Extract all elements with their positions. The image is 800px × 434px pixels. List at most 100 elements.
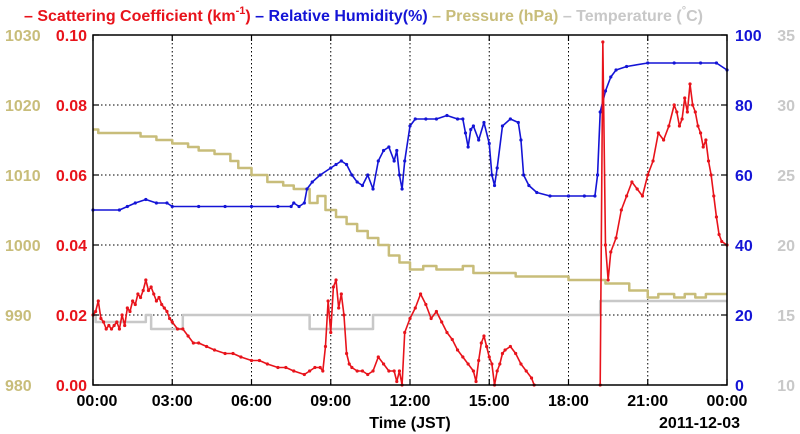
series-line-scattering: [92, 279, 535, 386]
data-point-scattering: [667, 124, 671, 128]
data-point-humidity: [297, 204, 301, 209]
data-point-humidity: [521, 173, 526, 177]
data-point-scattering: [154, 299, 158, 303]
data-point-scattering: [490, 362, 494, 366]
data-point-scattering: [133, 302, 137, 307]
data-point-scattering: [392, 369, 396, 373]
data-point-scattering: [337, 306, 341, 310]
data-point-humidity: [339, 159, 343, 163]
data-point-humidity: [698, 61, 703, 65]
data-point-humidity: [598, 110, 602, 114]
data-point-scattering: [109, 327, 114, 331]
data-point-scattering: [677, 124, 682, 128]
x-tick-label: 00:00: [707, 393, 748, 410]
data-point-humidity: [371, 187, 375, 191]
data-point-humidity: [614, 68, 618, 72]
series-humidity: [91, 61, 729, 212]
data-point-scattering: [123, 323, 127, 328]
data-point-humidity: [289, 204, 293, 209]
data-point-humidity: [490, 173, 494, 177]
data-point-scattering: [376, 355, 380, 359]
temperature-axis: 35 30 25 20 15 10: [777, 28, 795, 395]
data-point-scattering: [609, 250, 613, 254]
legend-line: – Scattering Coefficient (km-1) – Relati…: [24, 5, 703, 25]
scattering-axis: 0.10 0.08 0.06 0.04 0.02 0.00: [56, 28, 99, 395]
data-point-scattering: [231, 351, 235, 356]
data-point-scattering: [685, 110, 689, 114]
data-point-scattering: [524, 369, 528, 373]
data-point-humidity: [603, 89, 608, 93]
data-point-humidity: [492, 183, 497, 188]
data-point-scattering: [149, 285, 153, 289]
data-point-scattering: [498, 362, 502, 366]
data-point-humidity: [318, 173, 322, 177]
data-point-humidity: [392, 159, 396, 163]
data-point-humidity: [125, 204, 129, 209]
data-point-humidity: [381, 148, 386, 153]
data-point-humidity: [495, 166, 499, 170]
series-line-scattering: [599, 41, 728, 386]
data-point-scattering: [136, 292, 140, 296]
data-point-scattering: [445, 330, 449, 335]
data-point-scattering: [257, 358, 262, 363]
data-point-scattering: [477, 358, 481, 363]
data-point-humidity: [154, 201, 158, 205]
data-point-scattering: [651, 159, 655, 163]
data-point-scattering: [326, 299, 330, 303]
data-point-scattering: [94, 309, 98, 314]
data-point-humidity: [471, 124, 475, 128]
data-point-scattering: [693, 110, 697, 114]
data-point-scattering: [640, 194, 645, 198]
y-tick-label-temperature: 25: [777, 168, 795, 185]
data-point-scattering: [424, 302, 428, 307]
data-point-humidity: [366, 173, 370, 177]
data-point-scattering: [308, 369, 312, 373]
data-point-scattering: [680, 117, 684, 121]
data-point-scattering: [696, 124, 700, 128]
data-point-humidity: [582, 194, 586, 198]
data-point-scattering: [672, 103, 676, 107]
data-point-humidity: [593, 194, 597, 198]
data-point-humidity: [625, 64, 629, 69]
data-point-scattering: [675, 110, 679, 114]
data-point-humidity: [466, 145, 470, 149]
legend-entry-3: – Temperature (: [558, 8, 682, 25]
y-tick-label-pressure: 980: [5, 378, 32, 395]
data-point-scattering: [691, 103, 695, 107]
data-point-scattering: [371, 369, 375, 373]
y-tick-label-pressure: 1010: [5, 168, 41, 185]
y-tick-label-scattering: 0.00: [56, 378, 87, 395]
data-point-humidity: [170, 204, 174, 209]
y-tick-label-pressure: 1000: [5, 238, 41, 255]
data-point-scattering: [508, 344, 512, 349]
data-point-humidity: [445, 113, 449, 118]
data-point-scattering: [160, 302, 164, 307]
data-point-scattering: [101, 320, 106, 324]
data-point-scattering: [709, 173, 713, 177]
data-point-scattering: [120, 313, 124, 317]
data-point-scattering: [635, 187, 639, 191]
data-point-scattering: [418, 292, 423, 296]
data-point-scattering: [152, 292, 156, 296]
data-point-scattering: [99, 316, 103, 321]
data-point-scattering: [701, 145, 705, 149]
data-point-scattering: [413, 306, 417, 310]
y-tick-label-temperature: 20: [777, 238, 795, 255]
data-point-scattering: [265, 362, 269, 366]
data-point-scattering: [495, 369, 499, 373]
y-tick-label-scattering: 0.04: [56, 238, 87, 255]
y-tick-label-temperature: 30: [777, 98, 795, 115]
data-point-scattering: [175, 327, 180, 331]
x-tick-label: 12:00: [390, 393, 431, 410]
data-point-scattering: [204, 344, 209, 349]
data-point-scattering: [606, 278, 610, 282]
y-tick-label-humidity: 60: [735, 168, 753, 185]
data-point-scattering: [292, 369, 296, 373]
data-point-scattering: [141, 288, 145, 293]
data-point-humidity: [276, 204, 280, 209]
legend-entry-2: – Pressure (hPa): [428, 8, 559, 25]
data-point-scattering: [429, 316, 433, 321]
data-point-humidity: [463, 131, 468, 135]
